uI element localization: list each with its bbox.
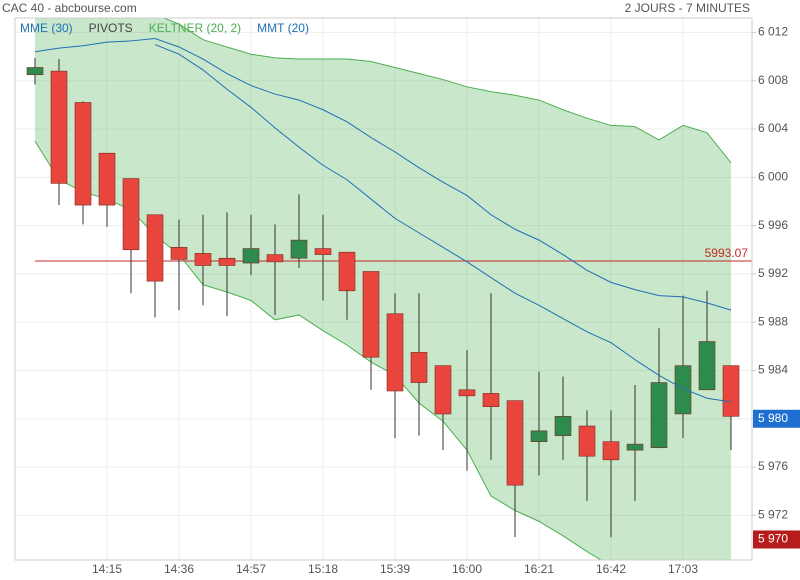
- candle-body: [650, 382, 668, 449]
- candle-body: [674, 365, 692, 415]
- y-tick-label: 6 008: [758, 73, 788, 87]
- chart-title: CAC 40 - abcbourse.com: [2, 1, 137, 15]
- chart-subtitle: 2 JOURS - 7 MINUTES: [625, 1, 750, 15]
- candle-body: [362, 271, 380, 358]
- price-tag: [753, 530, 800, 549]
- y-tick-label: 5 972: [758, 508, 788, 522]
- candle-body: [410, 352, 428, 383]
- y-tick-label: 5 976: [758, 459, 788, 473]
- indicator-line: [34, 38, 732, 311]
- candle-body: [698, 341, 716, 391]
- candle-body: [314, 248, 332, 255]
- x-tick-label: 16:42: [596, 562, 626, 576]
- candle-body: [242, 248, 260, 264]
- pivot-label: 5993.07: [705, 246, 749, 260]
- plot-frame: [14, 17, 753, 561]
- candle-body: [266, 254, 284, 263]
- candle-body: [338, 251, 356, 292]
- candle-body: [386, 313, 404, 392]
- indicator-line: [154, 44, 732, 403]
- legend-entry: MMT (20): [257, 21, 309, 35]
- candle-body: [194, 253, 212, 266]
- keltner-upper: [162, 18, 732, 164]
- candle-body: [98, 152, 116, 206]
- candle-body: [122, 178, 140, 251]
- x-tick-label: 15:39: [380, 562, 410, 576]
- price-tag: [753, 409, 800, 428]
- y-tick-label: 5 988: [758, 314, 788, 328]
- price-tag-label: 5 970: [758, 532, 788, 546]
- candle-body: [26, 67, 44, 76]
- candle-body: [482, 393, 500, 407]
- candle-body: [458, 389, 476, 397]
- price-tag-label: 5 980: [758, 411, 788, 425]
- candle-body: [602, 441, 620, 461]
- candle-body: [170, 247, 188, 260]
- candle-body: [74, 102, 92, 206]
- candle-body: [578, 425, 596, 457]
- x-tick-label: 14:57: [236, 562, 266, 576]
- candle-body: [290, 239, 308, 259]
- candle-body: [218, 257, 236, 266]
- x-tick-label: 16:21: [524, 562, 554, 576]
- y-tick-label: 6 000: [758, 170, 788, 184]
- x-tick-label: 14:15: [92, 562, 122, 576]
- candle-body: [506, 400, 524, 486]
- legend-entry: PIVOTS: [89, 21, 133, 35]
- x-tick-label: 15:18: [308, 562, 338, 576]
- y-tick-label: 6 012: [758, 25, 788, 39]
- plot-area: [26, 18, 752, 560]
- candle-body: [146, 214, 164, 282]
- legend-entry: KELTNER (20, 2): [149, 21, 241, 35]
- candle-body: [554, 416, 572, 436]
- y-tick-label: 5 996: [758, 218, 788, 232]
- x-tick-label: 14:36: [164, 562, 194, 576]
- candle-body: [530, 430, 548, 443]
- candle-body: [434, 365, 452, 415]
- y-tick-label: 6 004: [758, 121, 788, 135]
- overlay: 5 972 5 976 5 980 5 984 5 988 5 992 5 996 6 000…: [20, 21, 800, 576]
- candle-body: [626, 443, 644, 451]
- candle-body: [722, 365, 740, 417]
- y-tick-label: 5 984: [758, 363, 788, 377]
- y-tick-label: 5 992: [758, 266, 788, 280]
- x-tick-label: 17:03: [668, 562, 698, 576]
- legend-entry: MME (30): [20, 21, 73, 35]
- candle-body: [50, 70, 68, 184]
- x-tick-label: 16:00: [452, 562, 482, 576]
